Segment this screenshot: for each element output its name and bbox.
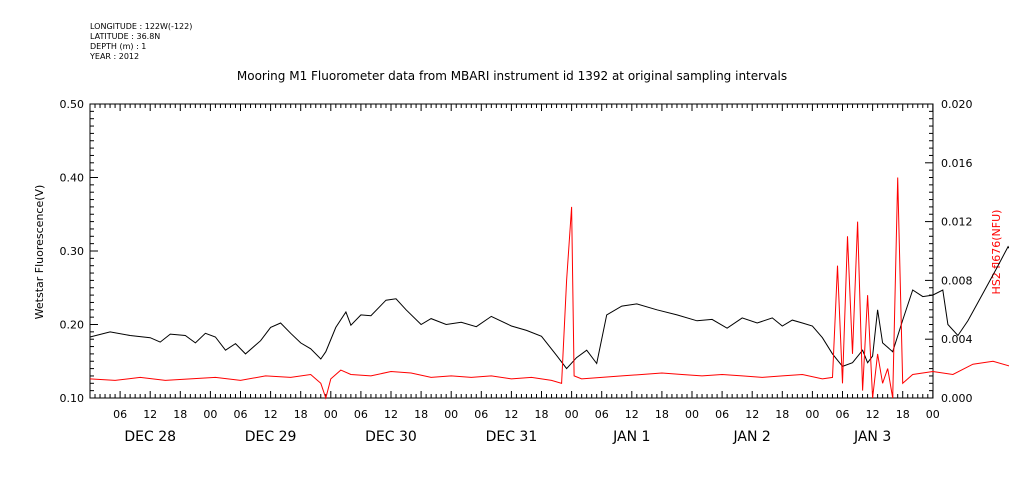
y2-tick-label: 0.016 [941,157,973,170]
x-tick-label: 06 [354,408,368,421]
y-axis-label: Wetstar Fluorescence(V) [33,185,46,320]
x-tick-label: 12 [625,408,639,421]
x-day-label: DEC 31 [486,429,538,445]
x-day-label: JAN 1 [612,429,650,445]
x-day-label: DEC 30 [365,429,417,445]
y2-tick-label: 0.012 [941,216,973,229]
x-tick-label: 00 [805,408,819,421]
x-tick-label: 00 [324,408,338,421]
x-tick-label: 06 [113,408,127,421]
x-tick-label: 00 [565,408,579,421]
x-tick-label: 18 [775,408,789,421]
y2-tick-label: 0.000 [941,392,973,405]
header-depth: DEPTH (m) : 1 [90,42,146,51]
x-tick-label: 18 [535,408,549,421]
header-longitude: LONGITUDE : 122W(-122) [90,22,192,31]
y-tick-label: 0.30 [60,245,85,258]
series-wetstar-line [89,245,1009,370]
x-tick-label: 00 [203,408,217,421]
x-tick-label: 06 [474,408,488,421]
x-tick-label: 18 [655,408,669,421]
x-tick-label: 12 [384,408,398,421]
header-latitude: LATITUDE : 36.8N [90,32,160,41]
x-tick-label: 06 [715,408,729,421]
x-tick-label: 18 [414,408,428,421]
y2-axis-label: HS2 fl676(NFU) [990,210,1003,295]
x-day-label: JAN 2 [733,429,771,445]
x-tick-label: 06 [836,408,850,421]
y-tick-label: 0.50 [60,98,85,111]
y-tick-label: 0.20 [60,319,85,332]
x-day-label: DEC 28 [124,429,176,445]
y2-tick-label: 0.020 [941,98,973,111]
x-tick-label: 12 [143,408,157,421]
x-tick-label: 18 [896,408,910,421]
header-info: LONGITUDE : 122W(-122) LATITUDE : 36.8N … [89,22,192,61]
x-day-label: DEC 29 [245,429,297,445]
header-year: YEAR : 2012 [89,52,139,61]
x-tick-label: 00 [685,408,699,421]
chart-title: Mooring M1 Fluorometer data from MBARI i… [237,69,787,83]
y-tick-label: 0.40 [60,172,85,185]
y-tick-label: 0.10 [60,392,85,405]
x-tick-label: 12 [745,408,759,421]
plot-frame [89,103,934,399]
x-tick-label: 12 [866,408,880,421]
series-hs2-line [89,177,1009,400]
x-tick-label: 12 [504,408,518,421]
x-tick-label: 00 [926,408,940,421]
x-tick-label: 18 [294,408,308,421]
y2-tick-label: 0.008 [941,274,973,287]
x-tick-label: 18 [173,408,187,421]
x-tick-label: 12 [264,408,278,421]
y2-tick-label: 0.004 [941,333,973,346]
x-tick-label: 06 [234,408,248,421]
x-day-label: JAN 3 [853,429,891,445]
x-tick-label: 00 [444,408,458,421]
x-tick-label: 06 [595,408,609,421]
